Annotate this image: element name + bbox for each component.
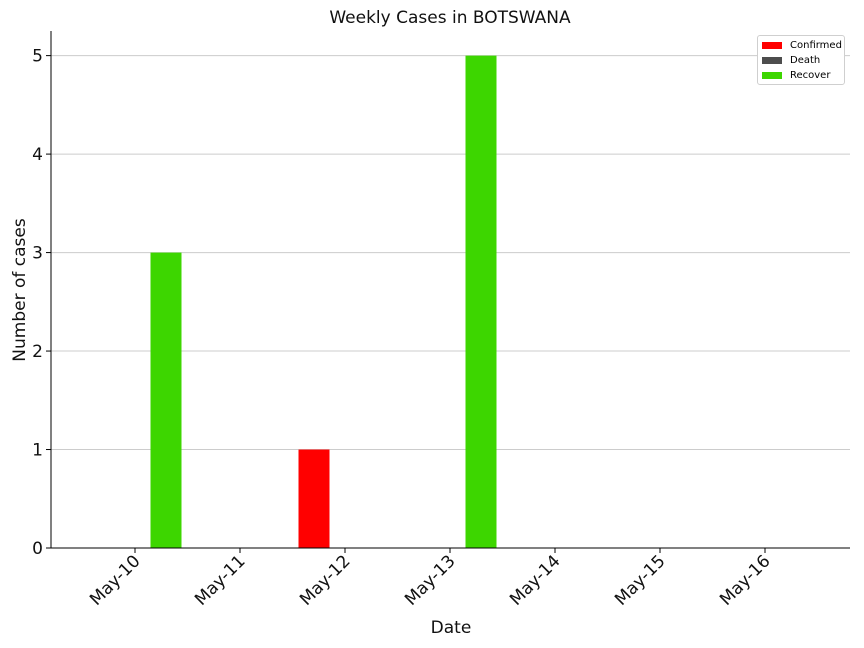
- y-tick-label-3: 3: [32, 244, 43, 264]
- y-tick-label-4: 4: [32, 145, 43, 165]
- x-tick-label-may-14: May-14: [506, 551, 564, 609]
- chart-title: Weekly Cases in BOTSWANA: [329, 8, 571, 28]
- bar-recover-may-10: [150, 252, 182, 549]
- tick-labels: 0 1 2 3 4 5 May-10 May-11 May-12 May-13 May-14 May-…: [32, 47, 774, 610]
- x-tick-label-may-12: May-12: [296, 551, 354, 609]
- legend-item-death: Death: [762, 54, 820, 66]
- x-tick-label-may-13: May-13: [401, 551, 459, 609]
- x-tick-label-may-16: May-16: [716, 551, 774, 609]
- x-tick-label-may-15: May-15: [611, 551, 669, 609]
- y-tick-label-0: 0: [32, 539, 43, 559]
- bar-recover-may-13: [465, 55, 497, 548]
- y-tick-label-1: 1: [32, 441, 43, 461]
- x-axis-label: Date: [431, 618, 472, 638]
- y-tick-label-5: 5: [32, 47, 43, 67]
- legend-swatch-recover: [762, 71, 782, 79]
- y-tick-label-2: 2: [32, 342, 43, 362]
- legend: Confirmed Death Recover: [757, 35, 845, 85]
- gridlines: [51, 55, 850, 451]
- legend-swatch-death: [762, 56, 782, 64]
- legend-item-recover: Recover: [762, 69, 830, 81]
- bars: [150, 55, 497, 549]
- x-tick-label-may-10: May-10: [86, 551, 144, 609]
- legend-item-confirmed: Confirmed: [762, 39, 842, 51]
- legend-label-death: Death: [790, 54, 821, 66]
- legend-label-confirmed: Confirmed: [790, 39, 842, 51]
- legend-label-recover: Recover: [790, 69, 831, 81]
- bar-confirmed-may-12: [298, 449, 330, 548]
- y-axis-label: Number of cases: [10, 218, 30, 362]
- x-tick-label-may-11: May-11: [191, 551, 249, 609]
- legend-swatch-confirmed: [762, 41, 782, 49]
